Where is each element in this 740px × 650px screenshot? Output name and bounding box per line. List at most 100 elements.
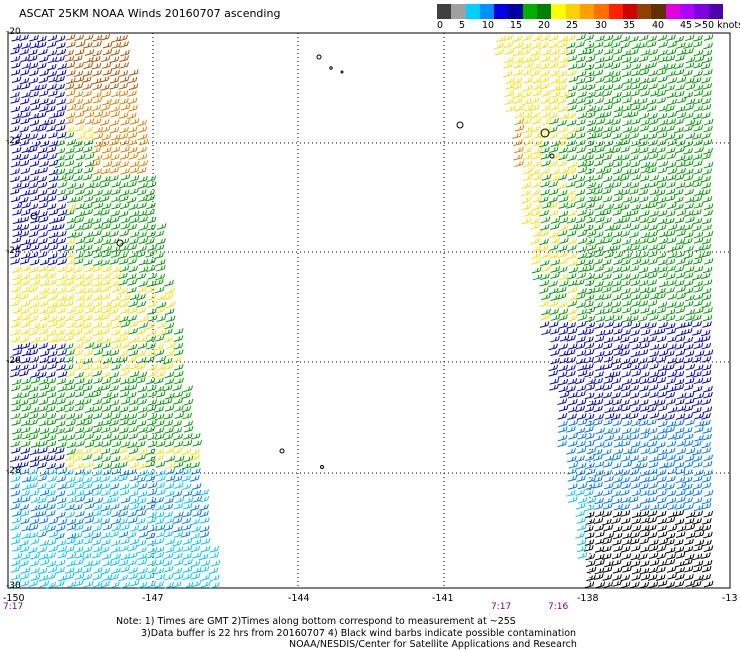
wind-barb xyxy=(136,377,146,384)
wind-barb xyxy=(173,525,183,533)
wind-barb xyxy=(684,391,695,399)
wind-barb xyxy=(118,133,129,140)
wind-barb xyxy=(568,440,578,448)
wind-barb xyxy=(532,89,542,97)
wind-barb xyxy=(55,147,66,155)
wind-barb xyxy=(530,55,540,62)
wind-barb xyxy=(604,532,615,540)
wind-barb xyxy=(667,98,677,106)
wind-barb xyxy=(702,168,712,176)
wind-barb xyxy=(137,462,147,470)
wind-barb xyxy=(56,502,67,510)
wind-barb xyxy=(92,329,103,337)
wind-barb xyxy=(39,244,50,251)
wind-barb xyxy=(676,392,687,400)
wind-barb xyxy=(75,294,85,302)
wind-barb xyxy=(111,342,122,350)
wind-barb xyxy=(584,356,595,364)
wind-barb xyxy=(532,147,543,155)
wind-barb xyxy=(57,174,67,182)
wind-barb xyxy=(701,497,712,505)
wind-barb xyxy=(154,406,164,413)
wind-barb xyxy=(101,349,112,357)
wind-barb xyxy=(691,580,702,588)
wind-barb xyxy=(557,182,568,190)
wind-barb xyxy=(55,524,66,532)
wind-barb xyxy=(638,413,648,421)
wind-barb xyxy=(10,475,21,483)
wind-barb xyxy=(549,383,559,391)
wind-barb xyxy=(656,370,667,378)
wind-barb xyxy=(577,166,588,174)
wind-barb xyxy=(93,259,103,266)
wind-barb xyxy=(640,573,651,581)
wind-barb xyxy=(28,182,39,189)
wind-barb xyxy=(613,105,624,113)
wind-barb xyxy=(19,159,30,167)
wind-barb xyxy=(602,293,612,301)
wind-barb xyxy=(101,455,111,463)
lat-label: -26 xyxy=(6,356,21,366)
wind-barb xyxy=(30,209,40,217)
wind-barb xyxy=(548,188,559,196)
wind-barb xyxy=(639,112,650,120)
wind-barb xyxy=(119,419,129,426)
lon-label: -13 xyxy=(722,593,738,604)
wind-barb xyxy=(136,167,147,174)
wind-barb xyxy=(165,517,175,524)
wind-barb xyxy=(637,97,648,105)
wind-barb xyxy=(566,139,576,147)
wind-barb xyxy=(38,90,49,97)
wind-barb xyxy=(12,553,23,560)
wind-barb xyxy=(48,112,59,119)
wind-barb xyxy=(657,391,668,398)
wind-barb xyxy=(595,84,605,92)
wind-barb xyxy=(65,98,75,105)
wind-barb xyxy=(539,82,550,90)
wind-barb xyxy=(586,244,597,251)
wind-barb xyxy=(676,440,687,447)
wind-barb xyxy=(531,258,542,265)
wind-barb xyxy=(529,104,540,112)
wind-barb xyxy=(93,132,104,140)
wind-barb xyxy=(685,532,696,539)
wind-barb xyxy=(154,278,164,286)
wind-barb xyxy=(65,61,76,69)
wind-barb xyxy=(111,553,121,561)
wind-barb xyxy=(136,420,147,427)
wind-barb xyxy=(138,280,148,287)
wind-barb xyxy=(173,461,184,468)
wind-barb xyxy=(164,350,175,357)
wind-barb xyxy=(46,63,57,71)
wind-barb xyxy=(513,97,523,104)
wind-barb xyxy=(621,306,632,314)
wind-barb xyxy=(92,83,102,91)
wind-barb xyxy=(649,559,660,567)
wind-barb xyxy=(575,132,586,139)
wind-barb xyxy=(163,511,173,518)
wind-barb xyxy=(64,573,75,580)
wind-barb xyxy=(630,350,641,358)
wind-barb xyxy=(684,350,695,357)
wind-barb xyxy=(37,475,47,482)
wind-barb xyxy=(684,245,694,253)
wind-barb xyxy=(649,371,660,378)
wind-barb xyxy=(19,503,29,511)
wind-barb xyxy=(173,433,184,441)
wind-barb xyxy=(504,56,514,64)
wind-barb xyxy=(11,237,22,244)
wind-barb xyxy=(693,280,703,288)
wind-barb xyxy=(674,419,685,427)
wind-barb xyxy=(74,371,84,379)
wind-barb xyxy=(584,440,595,448)
wind-barb xyxy=(119,230,130,237)
wind-barb xyxy=(28,392,39,400)
wind-barb xyxy=(667,111,678,118)
wind-barb xyxy=(592,195,603,202)
wind-barb xyxy=(703,385,713,393)
wind-barb xyxy=(65,244,75,252)
wind-barb xyxy=(586,132,597,140)
wind-barb xyxy=(146,497,157,505)
wind-barb xyxy=(21,377,32,385)
